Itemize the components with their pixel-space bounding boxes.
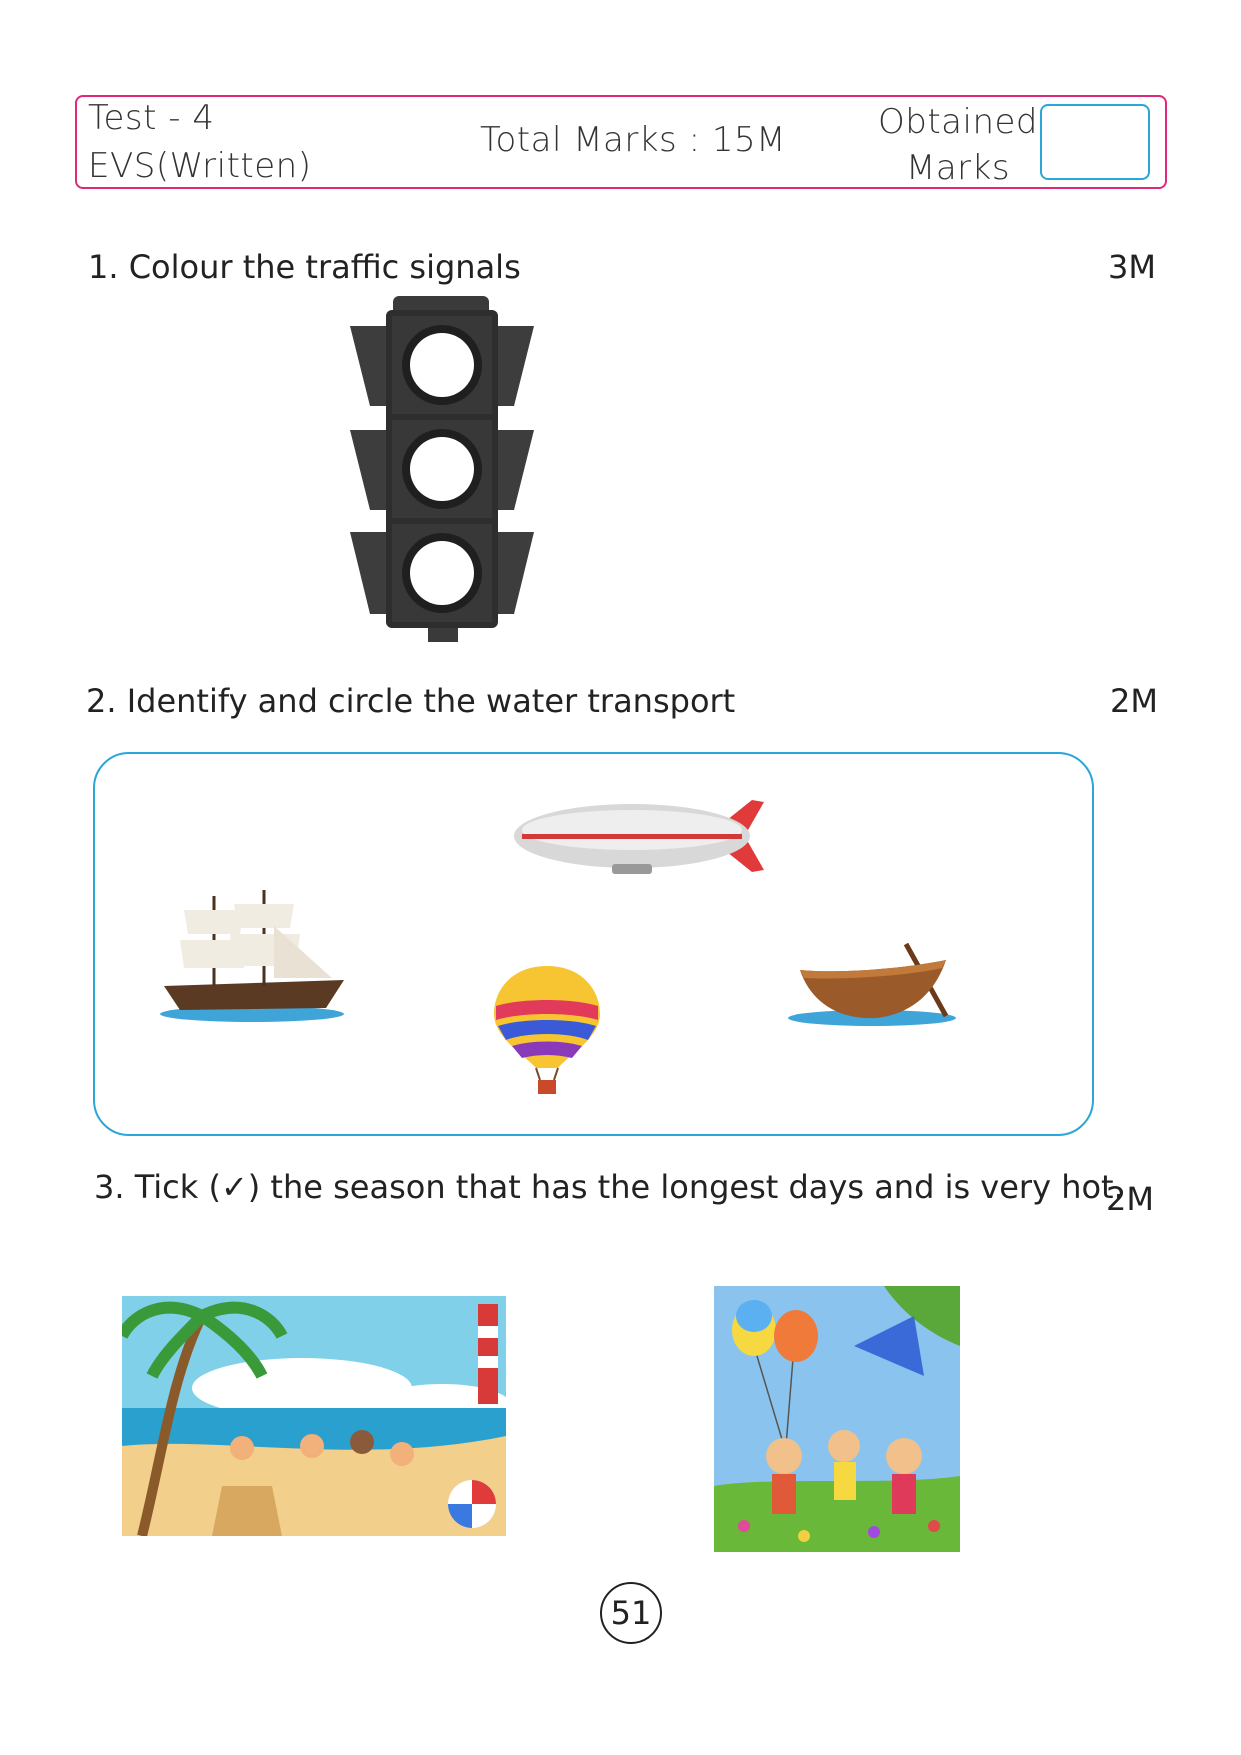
question-2: 2. Identify and circle the water transpo… xyxy=(86,682,735,720)
summer-beach-scene[interactable] xyxy=(122,1296,506,1536)
obtained-marks-box[interactable] xyxy=(1040,104,1150,180)
airship-icon[interactable] xyxy=(512,794,768,878)
sailing-ship-icon[interactable] xyxy=(154,886,350,1026)
spring-park-scene[interactable] xyxy=(714,1286,960,1552)
hot-air-balloon-icon[interactable] xyxy=(492,964,602,1096)
test-header xyxy=(75,95,1167,189)
question-2-marks: 2M xyxy=(1110,682,1158,720)
question-3-marks: 2M xyxy=(1106,1180,1154,1218)
question-2-number: 2. xyxy=(86,682,117,720)
page-number: 51 xyxy=(600,1582,662,1644)
question-1-marks: 3M xyxy=(1108,248,1156,286)
question-3: 3. Tick (✓) the season that has the long… xyxy=(94,1168,1124,1206)
rowing-boat-icon[interactable] xyxy=(786,940,962,1030)
question-3-text: Tick (✓) the season that has the longest… xyxy=(134,1168,1124,1206)
question-1-text: Colour the traffic signals xyxy=(128,248,521,286)
subject-label: EVS(Written) xyxy=(88,146,312,186)
traffic-light-icon xyxy=(350,296,534,642)
total-marks: Total Marks : 15M xyxy=(480,120,786,160)
test-label: Test - 4 xyxy=(88,98,215,138)
transport-options-box xyxy=(93,752,1094,1136)
marks-label: Marks xyxy=(906,148,1011,188)
obtained-label: Obtained xyxy=(878,102,1039,142)
question-3-number: 3. xyxy=(94,1168,125,1206)
question-1-number: 1. xyxy=(88,248,119,286)
question-2-text: Identify and circle the water transport xyxy=(126,682,736,720)
question-1: 1. Colour the traffic signals xyxy=(88,248,521,286)
